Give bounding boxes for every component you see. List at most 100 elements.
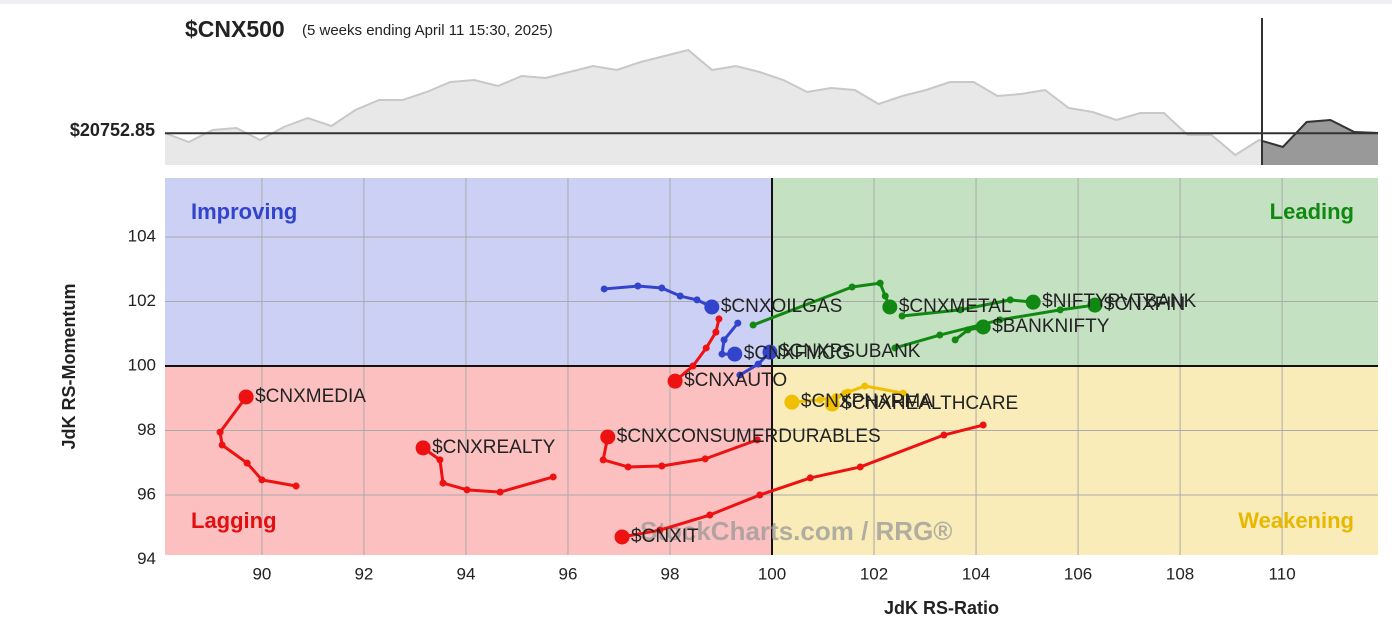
- tail-marker: [899, 389, 907, 397]
- tail-marker: [754, 360, 762, 368]
- tail-marker: [936, 331, 944, 339]
- tail-marker: [856, 463, 864, 471]
- x-tick-label: 90: [252, 564, 271, 583]
- tail-line: [621, 423, 984, 539]
- chart-subtitle: (5 weeks ending April 11 15:30, 2025): [302, 22, 553, 39]
- quadrant-label: Improving: [191, 199, 297, 224]
- x-tick-label: 100: [758, 564, 786, 583]
- tail-marker: [736, 371, 744, 379]
- x-tick-label: 98: [661, 564, 680, 583]
- head-marker: [824, 396, 840, 412]
- head-marker: [1087, 297, 1103, 313]
- y-tick-label: 94: [137, 549, 156, 568]
- tail-marker: [841, 389, 849, 397]
- tail-marker: [658, 462, 666, 470]
- quadrant-label: Weakening: [1238, 508, 1354, 533]
- tail-marker: [693, 296, 701, 304]
- head-marker: [415, 440, 431, 456]
- tail-marker: [549, 473, 557, 481]
- x-tick-label: 104: [962, 564, 990, 583]
- head-marker: [600, 429, 616, 445]
- tail-marker: [996, 316, 1004, 324]
- series-label: $CNXFMCG: [744, 343, 851, 364]
- x-tick-label: 106: [1064, 564, 1092, 583]
- series-label: $CNXCONSUMERDURABLES: [617, 426, 881, 447]
- tail-marker: [756, 491, 764, 499]
- head-marker: [975, 319, 991, 335]
- head-marker: [784, 394, 800, 410]
- tail-marker: [624, 463, 632, 471]
- rrg-panel: 90 92 94 96 98 100 102 104 106 108 110 94 96 98 100 102…: [59, 178, 1378, 618]
- series-label: $CNXMETAL: [899, 296, 1012, 317]
- series-label: $CNXAUTO: [684, 370, 787, 391]
- quadrant-label: Lagging: [191, 508, 277, 533]
- head-marker: [614, 529, 630, 545]
- tail-marker: [702, 344, 710, 352]
- tail-marker: [848, 283, 856, 291]
- tail-marker: [258, 476, 266, 484]
- tail-marker: [658, 284, 666, 292]
- tail-marker: [706, 511, 714, 519]
- price-area: [165, 50, 1378, 165]
- quadrant: [165, 366, 773, 555]
- tail-marker: [439, 479, 447, 487]
- series-label: $CNXHEALTHCARE: [841, 393, 1018, 414]
- price-area-window: [1262, 120, 1378, 165]
- price-panel: $20752.85: [70, 18, 1379, 165]
- x-tick-label: 102: [860, 564, 888, 583]
- tail-marker: [898, 312, 906, 320]
- head-marker: [1025, 294, 1041, 310]
- tail-marker: [676, 292, 684, 300]
- reference-label: $20752.85: [70, 120, 155, 140]
- head-marker: [882, 299, 898, 315]
- tail-marker: [496, 488, 504, 496]
- tail-marker: [712, 328, 720, 336]
- tail-marker: [861, 382, 869, 390]
- chart-title: $CNX500: [185, 16, 285, 42]
- tail-marker: [979, 421, 987, 429]
- tail-marker: [734, 319, 742, 327]
- series-label: $CNXREALTY: [432, 437, 556, 458]
- tail-line: [601, 436, 758, 469]
- series-label: $CNXPHARMA: [801, 391, 933, 412]
- top-strip: [0, 0, 1392, 4]
- tail-marker: [600, 285, 608, 293]
- head-marker: [762, 344, 778, 360]
- x-axis-title: JdK RS-Ratio: [884, 598, 999, 618]
- x-tick-label: 92: [354, 564, 373, 583]
- head-marker: [667, 373, 683, 389]
- tail-marker: [1056, 306, 1064, 314]
- tail-marker: [876, 279, 884, 287]
- quadrant: [165, 178, 773, 367]
- price-line: [164, 48, 1379, 157]
- y-tick-label: 96: [137, 484, 156, 503]
- tail-marker: [715, 315, 723, 323]
- y-tick-label: 104: [128, 227, 156, 246]
- tail-marker: [964, 326, 972, 334]
- tail-marker: [881, 292, 889, 300]
- tail-line: [901, 298, 1034, 318]
- tail-marker: [463, 486, 471, 494]
- head-marker: [727, 346, 743, 362]
- x-tick-label: 94: [456, 564, 475, 583]
- tail-marker: [720, 336, 728, 344]
- tail-marker: [718, 350, 726, 358]
- series-label: $CNXIT: [631, 526, 699, 547]
- tail-marker: [689, 362, 697, 370]
- tail-marker: [806, 474, 814, 482]
- tail-marker: [216, 428, 224, 436]
- tail-marker: [1006, 296, 1014, 304]
- y-tick-label: 102: [128, 291, 156, 310]
- tail-marker: [599, 456, 607, 464]
- series-label: $CNXOILGAS: [721, 296, 842, 317]
- x-tick-label: 108: [1166, 564, 1194, 583]
- series-label: $CNXFIN: [1104, 294, 1185, 315]
- tail-marker: [292, 482, 300, 490]
- quadrant-label: Leading: [1270, 199, 1354, 224]
- tail-marker: [951, 336, 959, 344]
- series-label: $CNXMEDIA: [255, 386, 366, 407]
- head-marker: [704, 299, 720, 315]
- y-tick-label: 100: [128, 356, 156, 375]
